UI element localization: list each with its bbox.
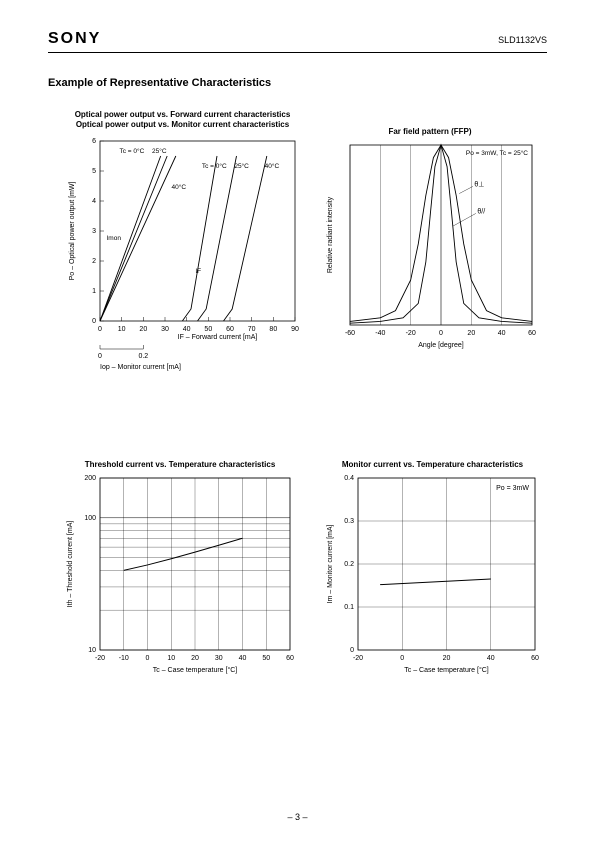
chart-ffp: Far field pattern (FFP) -60 -40 -20 0 20 40 60… — [320, 127, 540, 364]
svg-text:Tc – Case temperature [°C]: Tc – Case temperature [°C] — [153, 666, 238, 674]
svg-text:20: 20 — [139, 326, 147, 333]
svg-text:40°C: 40°C — [172, 183, 187, 191]
svg-text:θ//: θ// — [477, 209, 485, 216]
svg-text:25°C: 25°C — [152, 147, 167, 155]
svg-text:-10: -10 — [119, 655, 129, 662]
chart4-title: Monitor current vs. Temperature characte… — [320, 460, 545, 470]
svg-text:IF – Forward current [mA]: IF – Forward current [mA] — [178, 334, 258, 341]
svg-text:Ith – Threshold current [mA]: Ith – Threshold current [mA] — [67, 521, 74, 608]
svg-text:40: 40 — [487, 655, 495, 662]
svg-text:6: 6 — [92, 138, 96, 145]
svg-text:5: 5 — [92, 168, 96, 175]
svg-text:10: 10 — [88, 647, 96, 654]
svg-text:50: 50 — [262, 655, 270, 662]
svg-text:1: 1 — [92, 288, 96, 295]
svg-text:20: 20 — [443, 655, 451, 662]
svg-text:40: 40 — [498, 330, 506, 337]
svg-text:70: 70 — [248, 326, 256, 333]
svg-text:60: 60 — [226, 326, 234, 333]
chart2-svg: -60 -40 -20 0 20 40 60 Angle [degree] Relative r… — [320, 137, 540, 362]
svg-text:Po = 3mW, Tc = 25°C: Po = 3mW, Tc = 25°C — [466, 149, 528, 157]
svg-text:Po = 3mW: Po = 3mW — [496, 485, 529, 492]
svg-text:40: 40 — [183, 326, 191, 333]
brand-logo: SONY — [48, 30, 101, 48]
svg-text:-20: -20 — [406, 330, 416, 337]
svg-text:30: 30 — [161, 326, 169, 333]
chart-monitor: Monitor current vs. Temperature characte… — [320, 460, 545, 687]
page-header: SONY SLD1132VS — [48, 30, 547, 53]
svg-text:0.2: 0.2 — [344, 561, 354, 568]
chart3-title: Threshold current vs. Temperature charac… — [60, 460, 300, 470]
svg-text:50: 50 — [204, 326, 212, 333]
svg-text:-20: -20 — [95, 655, 105, 662]
svg-text:0: 0 — [98, 326, 102, 333]
svg-text:10: 10 — [118, 326, 126, 333]
svg-text:-60: -60 — [345, 330, 355, 337]
svg-text:60: 60 — [528, 330, 536, 337]
svg-text:0: 0 — [92, 318, 96, 325]
svg-text:25°C: 25°C — [234, 162, 249, 170]
svg-text:Tc = 0°C: Tc = 0°C — [120, 147, 145, 155]
svg-text:0: 0 — [439, 330, 443, 337]
section-title: Example of Representative Characteristic… — [48, 77, 271, 89]
chart1-title-line2: Optical power output vs. Monitor current… — [60, 120, 305, 130]
svg-text:Tc – Case temperature [°C]: Tc – Case temperature [°C] — [404, 666, 489, 674]
svg-text:0: 0 — [98, 353, 102, 360]
svg-text:Im – Monitor current [mA]: Im – Monitor current [mA] — [327, 525, 334, 604]
chart2-title: Far field pattern (FFP) — [320, 127, 540, 137]
svg-text:40: 40 — [239, 655, 247, 662]
svg-text:100: 100 — [84, 515, 96, 522]
svg-text:Iop – Monitor current [mA]: Iop – Monitor current [mA] — [100, 364, 181, 371]
page-number: – 3 – — [0, 812, 595, 822]
svg-text:0.1: 0.1 — [344, 604, 354, 611]
svg-text:Imon: Imon — [107, 235, 122, 242]
part-number: SLD1132VS — [498, 35, 547, 45]
svg-text:0.4: 0.4 — [344, 475, 354, 482]
svg-text:60: 60 — [286, 655, 294, 662]
svg-text:40°C: 40°C — [265, 162, 280, 170]
svg-text:30: 30 — [215, 655, 223, 662]
svg-text:θ⊥: θ⊥ — [474, 182, 484, 189]
svg-text:2: 2 — [92, 258, 96, 265]
svg-text:0.2: 0.2 — [138, 353, 148, 360]
chart4-svg: -20020406000.10.20.30.4Tc – Case tempera… — [320, 470, 545, 685]
svg-text:20: 20 — [467, 330, 475, 337]
svg-text:3: 3 — [92, 228, 96, 235]
chart3-svg: -20 -10 0 10 20 30 40 50 60 10 100 200 Tc – Case tem… — [60, 470, 300, 685]
svg-text:200: 200 — [84, 475, 96, 482]
svg-text:80: 80 — [269, 326, 277, 333]
svg-text:-40: -40 — [375, 330, 385, 337]
chart1-svg: 0102030405060708090012345600.2IF – Forwa… — [60, 131, 305, 381]
chart-optical-power: Optical power output vs. Forward current… — [60, 110, 305, 383]
svg-text:0: 0 — [350, 647, 354, 654]
svg-text:10: 10 — [167, 655, 175, 662]
svg-text:Angle [degree]: Angle [degree] — [418, 342, 464, 349]
svg-text:60: 60 — [531, 655, 539, 662]
svg-text:4: 4 — [92, 198, 96, 205]
chart-threshold: Threshold current vs. Temperature charac… — [60, 460, 300, 687]
svg-text:-20: -20 — [353, 655, 363, 662]
svg-text:0.3: 0.3 — [344, 518, 354, 525]
svg-text:0: 0 — [400, 655, 404, 662]
svg-text:IF: IF — [195, 268, 201, 275]
svg-text:Po – Optical power output [mW]: Po – Optical power output [mW] — [69, 181, 76, 280]
svg-text:0: 0 — [146, 655, 150, 662]
svg-text:Relative radiant intensity: Relative radiant intensity — [327, 197, 334, 274]
chart1-title-line1: Optical power output vs. Forward current… — [60, 110, 305, 120]
svg-text:20: 20 — [191, 655, 199, 662]
svg-text:90: 90 — [291, 326, 299, 333]
svg-text:Tc = 0°C: Tc = 0°C — [202, 162, 227, 170]
